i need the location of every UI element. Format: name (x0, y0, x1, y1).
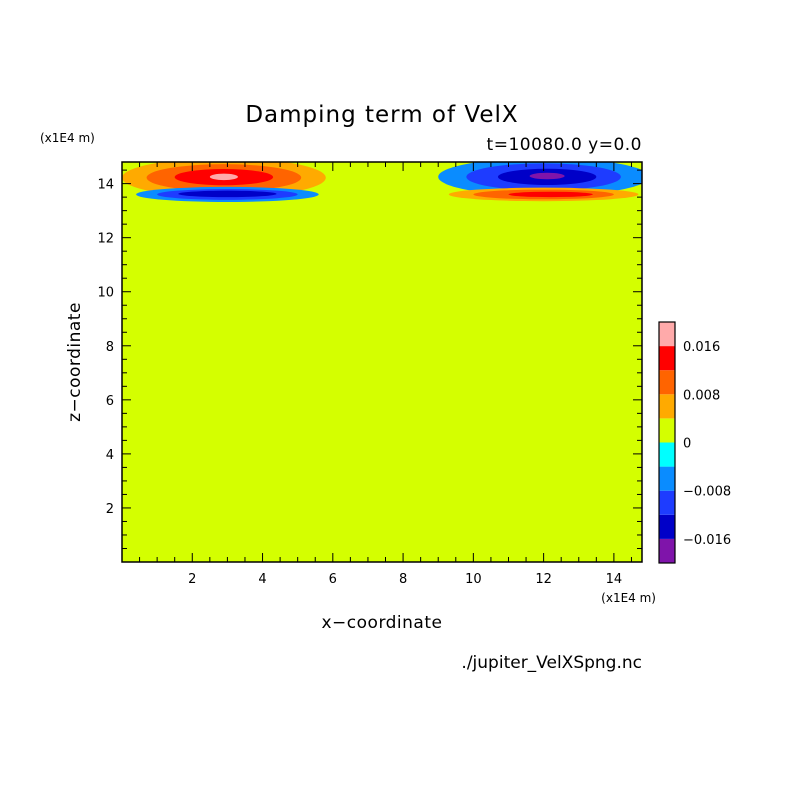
y-tick-label: 2 (106, 502, 114, 517)
colorbar: 0.016 0.008 0 −0.008 −0.016 (658, 321, 731, 564)
x-tick-label: 12 (535, 572, 552, 587)
contour-region-13 (508, 191, 593, 198)
colorbar-segment (659, 394, 675, 419)
plot-frame (121, 161, 643, 563)
y-tick-label: 10 (97, 286, 114, 301)
colorbar-segment (659, 442, 675, 467)
colorbar-segment (659, 322, 675, 347)
x-tick-label: 8 (399, 572, 407, 587)
colorbar-tick-label: 0.008 (683, 388, 720, 403)
contour-region-10 (529, 172, 565, 180)
colorbar-segment (659, 490, 675, 515)
colorbar-segment (659, 538, 675, 563)
x-axis-title: x−coordinate (322, 613, 443, 633)
y-tick-label: 4 (106, 448, 114, 463)
x-tick-label: 10 (465, 572, 482, 587)
x-tick-label: 2 (188, 572, 196, 587)
chart-title: Damping term of VelX (245, 102, 518, 128)
contour-region-6 (178, 190, 277, 198)
x-unit-label: (x1E4 m) (601, 591, 656, 605)
chart-subtitle: t=10080.0 y=0.0 (487, 135, 642, 155)
colorbar-tick-label: −0.016 (683, 533, 731, 548)
background-field (122, 162, 642, 562)
x-tick-label: 4 (258, 572, 266, 587)
y-tick-label: 8 (106, 340, 114, 355)
colorbar-segment (659, 370, 675, 395)
colorbar-segment (659, 514, 675, 539)
axes: 2 4 6 8 10 12 14 2 4 6 8 10 12 14 (97, 162, 642, 587)
colorbar-segment (659, 418, 675, 443)
contour-area (122, 162, 642, 562)
y-tick-label: 14 (97, 178, 114, 193)
colorbar-tick-label: −0.008 (683, 485, 731, 500)
y-unit-label: (x1E4 m) (40, 131, 95, 145)
colorbar-frame (658, 321, 676, 564)
contour-region-3 (209, 173, 238, 181)
colorbar-tick-label: 0.016 (683, 340, 720, 355)
source-label: ./jupiter_VelXSpng.nc (461, 653, 642, 673)
colorbar-segment (659, 466, 675, 491)
y-tick-label: 12 (97, 232, 114, 247)
x-tick-label: 6 (329, 572, 337, 587)
colorbar-tick-label: 0 (683, 437, 691, 452)
y-tick-label: 6 (106, 394, 114, 409)
y-axis-title: z−coordinate (65, 302, 85, 422)
colorbar-segment (659, 346, 675, 371)
x-tick-label: 14 (606, 572, 623, 587)
